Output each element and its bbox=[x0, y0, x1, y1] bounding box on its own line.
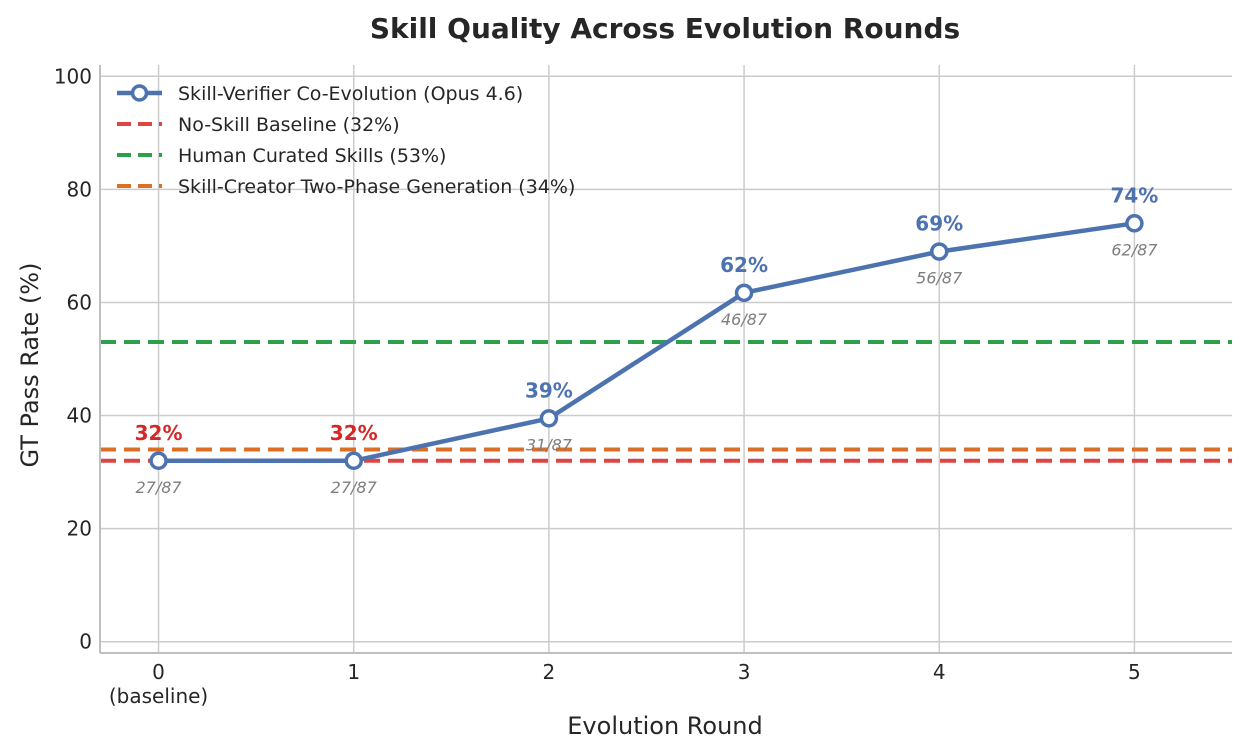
data-label: 74% bbox=[1110, 183, 1158, 207]
data-point bbox=[929, 242, 949, 261]
reference-lines bbox=[100, 340, 1232, 463]
series bbox=[149, 214, 1144, 471]
y-tick-label: 20 bbox=[67, 517, 92, 541]
legend: Skill-Verifier Co-Evolution (Opus 4.6) No… bbox=[117, 83, 575, 198]
x-tick-label: 4 bbox=[933, 660, 946, 684]
x-axis-label: Evolution Round bbox=[567, 712, 762, 740]
x-tick-label: 3 bbox=[738, 660, 751, 684]
data-label: 32% bbox=[330, 421, 378, 445]
data-point bbox=[734, 283, 754, 303]
legend-label: Human Curated Skills (53%) bbox=[178, 145, 446, 167]
x-tick-label: 2 bbox=[543, 660, 556, 684]
data-point bbox=[149, 451, 168, 471]
legend-label: Skill-Verifier Co-Evolution (Opus 4.6) bbox=[178, 83, 523, 105]
x-tick-label: 5 bbox=[1128, 660, 1141, 684]
y-tick-label: 40 bbox=[67, 404, 92, 428]
data-sublabel: 31/87 bbox=[526, 435, 573, 454]
data-label: 32% bbox=[135, 421, 183, 445]
y-axis-label: GT Pass Rate (%) bbox=[16, 263, 44, 468]
legend-label: Skill-Creator Two-Phase Generation (34%) bbox=[178, 176, 575, 198]
data-sublabel: 56/87 bbox=[916, 269, 963, 288]
series-line bbox=[156, 221, 1137, 464]
data-labels: 32% 27/87 32% 27/87 39% 31/87 62% 46/87 69% 56/87… bbox=[135, 183, 1159, 496]
data-point bbox=[1125, 214, 1144, 233]
grid bbox=[100, 65, 1232, 653]
data-label: 69% bbox=[915, 212, 963, 236]
legend-label: No-Skill Baseline (32%) bbox=[178, 114, 400, 136]
data-sublabel: 62/87 bbox=[1111, 240, 1158, 259]
data-point bbox=[344, 451, 363, 471]
x-tick-label: 1 bbox=[347, 660, 360, 684]
x-tick-sublabel: (baseline) bbox=[109, 684, 208, 708]
legend-marker bbox=[130, 84, 149, 102]
y-tick-label: 100 bbox=[54, 64, 92, 88]
data-label: 39% bbox=[525, 378, 573, 402]
data-point bbox=[539, 409, 559, 428]
chart-title: Skill Quality Across Evolution Rounds bbox=[370, 12, 960, 45]
data-label: 62% bbox=[720, 253, 768, 277]
y-tick-label: 80 bbox=[67, 177, 92, 201]
x-tick-label: 0 bbox=[152, 660, 165, 684]
y-tick-label: 60 bbox=[67, 290, 92, 314]
y-tick-label: 0 bbox=[79, 630, 92, 654]
data-sublabel: 27/87 bbox=[331, 478, 378, 497]
data-sublabel: 27/87 bbox=[135, 478, 182, 497]
data-sublabel: 46/87 bbox=[721, 310, 768, 329]
